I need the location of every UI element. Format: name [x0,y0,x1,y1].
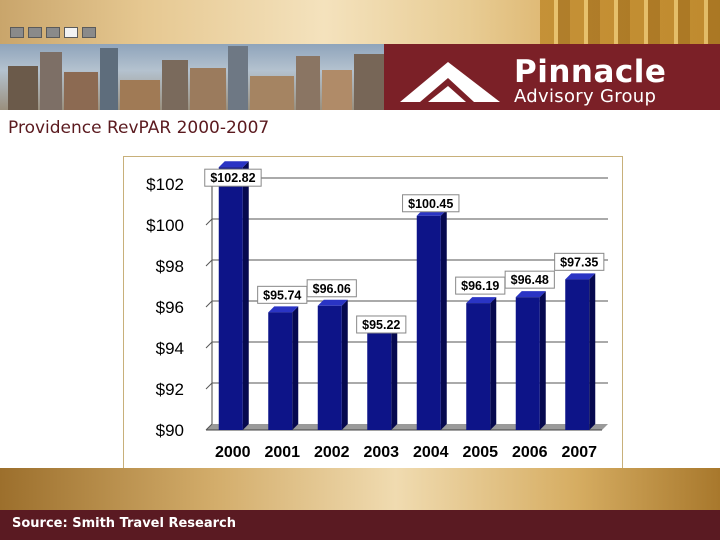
data-label-box [402,194,460,213]
bar [218,167,243,430]
bar [515,297,540,430]
bar [416,215,441,430]
x-tick-label: 2003 [363,444,399,461]
slide-title: Providence RevPAR 2000-2007 [8,118,270,138]
y-tick-label: $102 [146,175,184,194]
bar-side [490,297,497,430]
bar-top [565,273,596,280]
square-icon [82,27,96,38]
data-label: $95.22 [362,318,400,332]
bar-top [515,291,546,298]
bar-top [317,299,348,306]
bar-side [589,273,596,430]
brand-name: Pinnacle [514,54,667,90]
x-tick-label: 2005 [462,444,498,461]
bar-top [218,161,249,168]
square-icon [10,27,24,38]
gridline-depth [205,259,213,267]
x-tick-label: 2004 [413,444,449,461]
mountain-logo-icon [400,62,500,102]
data-label-box [356,315,407,334]
data-label: $102.82 [210,171,255,185]
brand-tagline: Advisory Group [514,86,657,107]
bar [268,312,293,430]
data-label: $96.48 [511,273,549,287]
gridline-depth [205,300,213,308]
chart-panel: $90 $92 $94 $96 $98 $100 $102 $102.82 2000 $95.74… [123,156,623,478]
bar-side [292,306,299,430]
y-tick-label: $96 [156,298,184,317]
bar-side [242,161,249,430]
y-tick-label: $94 [156,339,184,358]
data-label-box [204,168,262,187]
nav-squares [10,27,96,38]
data-label: $97.35 [560,255,598,269]
data-label: $96.19 [461,279,499,293]
x-tick-label: 2001 [264,444,300,461]
x-tick-label: 2000 [215,444,251,461]
square-icon [64,27,78,38]
bar [466,303,491,430]
bar [367,322,392,430]
bar-top [466,297,497,304]
y-tick-label: $98 [156,257,184,276]
building-photo [540,0,720,48]
x-tick-label: 2006 [512,444,548,461]
footer-photo-band [0,468,720,512]
bar-side [539,291,546,430]
x-tick-label: 2002 [314,444,350,461]
y-tick-label: $100 [146,216,184,235]
bar [565,279,590,430]
footer-bar: Source: Smith Travel Research [0,510,720,540]
bar-side [440,209,447,430]
header-banner: Pinnacle Advisory Group [0,0,720,110]
x-tick-label: 2007 [561,444,597,461]
square-icon [46,27,60,38]
bar [317,305,342,430]
square-icon [28,27,42,38]
data-label: $96.06 [313,282,351,296]
gridline-depth [205,341,213,349]
source-note: Source: Smith Travel Research [12,516,236,531]
data-label-box [554,252,605,271]
chart-floor [206,424,608,430]
gridline-depth [205,423,213,431]
city-skyline-photo [0,44,384,110]
data-label-box [306,279,357,298]
plot-area [206,178,608,430]
data-label-box [504,270,555,289]
gridline-depth [205,218,213,226]
data-label: $95.74 [263,288,301,302]
bar-top [268,306,299,313]
y-tick-label: $92 [156,380,184,399]
bar-chart: $90 $92 $94 $96 $98 $100 $102 $102.82 2000 $95.74… [146,161,608,461]
bar-side [391,316,398,430]
gridline-depth [205,382,213,390]
data-label: $100.45 [408,197,453,211]
bar-side [341,299,348,430]
y-tick-label: $90 [156,421,184,440]
